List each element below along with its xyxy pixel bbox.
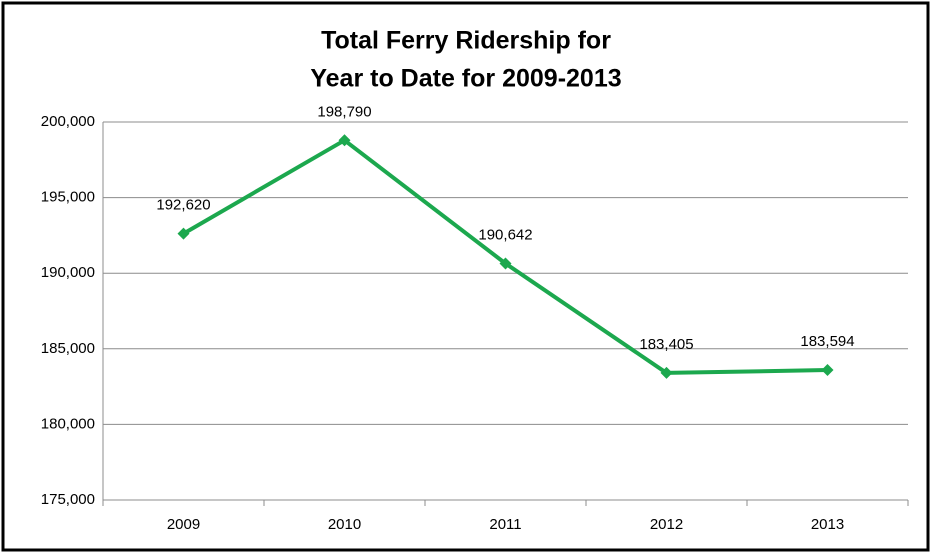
chart-title: Year to Date for 2009-2013 <box>310 65 621 93</box>
data-point <box>499 257 512 270</box>
x-tick-label: 2013 <box>811 516 844 533</box>
data-label: 190,642 <box>478 226 532 243</box>
x-tick-label: 2011 <box>489 516 521 533</box>
x-tick-label: 2009 <box>167 516 200 533</box>
y-tick-label: 195,000 <box>41 189 95 206</box>
data-label: 183,594 <box>800 333 854 350</box>
data-point <box>338 134 351 147</box>
data-point <box>177 227 190 240</box>
y-tick-label: 175,000 <box>41 491 95 508</box>
y-tick-label: 180,000 <box>41 415 95 432</box>
y-tick-label: 200,000 <box>41 113 95 130</box>
data-point <box>660 366 673 379</box>
data-point <box>821 364 834 377</box>
x-tick-label: 2010 <box>328 516 361 533</box>
x-tick-label: 2012 <box>650 516 683 533</box>
chart-title: Total Ferry Ridership for <box>321 27 611 55</box>
data-label: 183,405 <box>639 336 693 353</box>
data-label: 198,790 <box>317 103 371 120</box>
y-tick-label: 190,000 <box>41 264 95 281</box>
y-tick-label: 185,000 <box>41 340 95 357</box>
data-label: 192,620 <box>156 197 210 214</box>
